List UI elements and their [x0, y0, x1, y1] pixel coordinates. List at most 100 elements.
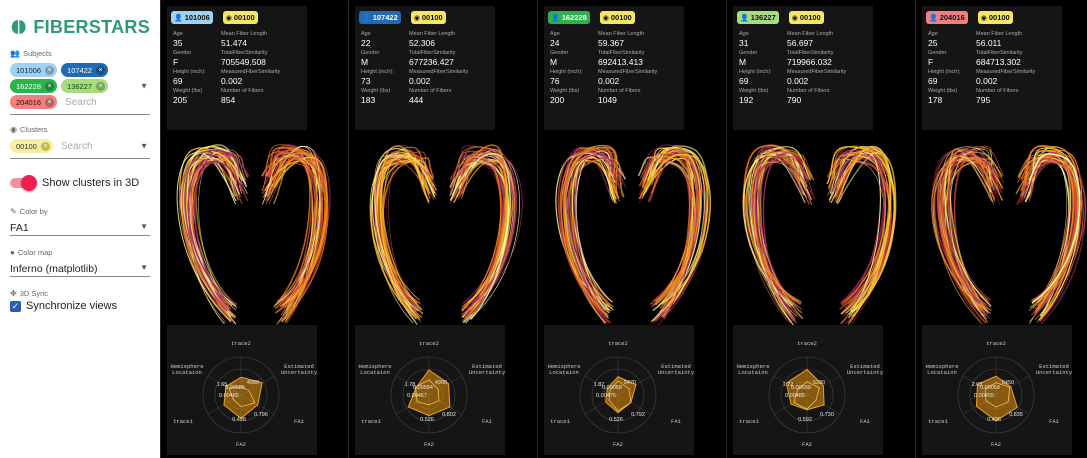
- stat-meas_sim: MeasuredFiberSimilarity 0.002: [409, 69, 493, 87]
- fiber-streamline: [271, 151, 328, 309]
- subjects-select[interactable]: 101006 × 107422 × 162228 × 136227 ×: [10, 58, 150, 115]
- stat-label: Gender: [173, 50, 192, 56]
- stat-value: 69: [173, 76, 183, 86]
- stat-value: 76: [550, 76, 560, 86]
- subject-chip-label: 107422: [67, 65, 93, 75]
- stat-value: F: [173, 57, 179, 67]
- stat-value: 0.002: [976, 76, 998, 86]
- stat-label: Mean Fiber Length: [221, 31, 268, 37]
- color-by-label: Color by: [19, 207, 48, 216]
- fiber-streamline: [181, 149, 236, 315]
- radar-axis-label: Estimated: [472, 363, 502, 370]
- stat-label: Gender: [928, 50, 947, 56]
- radar-value-label: 0.00058: [980, 385, 1000, 391]
- stat-value: 52.306: [409, 38, 435, 48]
- radar-axis-label: Uncertainty: [847, 369, 883, 376]
- remove-chip-icon[interactable]: ×: [96, 81, 106, 91]
- fiber-streamline: [934, 155, 997, 316]
- remove-chip-icon[interactable]: ×: [45, 97, 55, 107]
- stat-gender: Gender F: [173, 50, 221, 68]
- stat-label: Number of Fibers: [409, 88, 452, 94]
- radar-axis-label: Estimated: [1039, 363, 1069, 370]
- remove-chip-icon[interactable]: ×: [45, 81, 55, 91]
- subject-chip[interactable]: 107422 ×: [61, 63, 109, 77]
- sync-check-row[interactable]: ✓ Synchronize views: [10, 300, 150, 312]
- stat-value: 51.474: [221, 38, 247, 48]
- color-by-section: ✎ Color by FA1 ▼: [10, 207, 150, 236]
- subjects-search-input[interactable]: Search: [65, 96, 97, 108]
- stat-mean_len: Mean Fiber Length 56.697: [787, 31, 871, 49]
- stat-meas_sim: MeasuredFiberSimilarity 0.002: [221, 69, 305, 87]
- radar-value-label: 4980: [247, 380, 259, 386]
- color-map-value: Inferno (matplotlib): [10, 263, 98, 275]
- clusters-search-input[interactable]: Search: [60, 140, 93, 152]
- fiber-bundle-view[interactable]: [161, 135, 348, 325]
- cluster-badge-label: 00100: [799, 13, 821, 22]
- radar-value-label: 0.00585: [225, 385, 245, 391]
- stat-num_fibers: Number of Fibers 1049: [598, 88, 682, 106]
- stat-label: Weight (lbs): [173, 88, 203, 94]
- chevron-down-icon[interactable]: ▼: [140, 222, 148, 231]
- stat-label: MeasuredFiberSimilarity: [976, 69, 1036, 75]
- sync-checkbox[interactable]: ✓: [10, 300, 21, 312]
- fiber-streamline: [268, 158, 317, 323]
- stat-meas_sim: MeasuredFiberSimilarity 0.002: [976, 69, 1060, 87]
- fiber-streamline: [1020, 145, 1074, 313]
- subject-panel[interactable]: 👤 136227 ◉ 00100 Age 31 Mean Fiber Length 56.69…: [726, 0, 914, 458]
- fiber-streamline: [267, 153, 317, 307]
- subject-chip[interactable]: 162228 ×: [10, 79, 58, 93]
- fiber-bundle-view[interactable]: [727, 135, 914, 325]
- fiber-bundle-view[interactable]: [349, 135, 536, 325]
- show-3d-toggle[interactable]: [10, 175, 37, 191]
- stat-value: 790: [787, 95, 802, 105]
- subject-chip[interactable]: 136227 ×: [61, 79, 109, 93]
- fiber-streamline: [642, 153, 712, 307]
- toggle-knob[interactable]: [21, 175, 37, 191]
- radar-value-label: 0.592: [798, 417, 812, 423]
- chevron-down-icon[interactable]: ▼: [140, 263, 148, 272]
- fiber-streamline: [184, 149, 250, 312]
- fiber-streamline: [749, 156, 804, 316]
- color-by-select[interactable]: FA1 ▼: [10, 218, 150, 236]
- brain-icon: ◉: [602, 14, 609, 22]
- stat-value: 854: [221, 95, 236, 105]
- radar-value-label: 0.00058: [602, 385, 622, 391]
- subject-info-card: 👤 107422 ◉ 00100 Age 22 Mean Fiber Length 52.30…: [355, 6, 495, 130]
- radar-axis-label: trace2: [986, 340, 1006, 347]
- fiber-streamline: [379, 156, 430, 307]
- subject-chip[interactable]: 204016 ×: [10, 95, 58, 109]
- remove-chip-icon[interactable]: ×: [96, 65, 106, 75]
- stat-label: Weight (lbs): [550, 88, 580, 94]
- cluster-chip[interactable]: 00100 ×: [10, 139, 53, 153]
- radar-axis-label: trace2: [797, 340, 817, 347]
- stat-label: TotalFiberSimilarity: [976, 50, 1023, 56]
- subject-stats: Age 22 Mean Fiber Length 52.306 Gender M Total…: [361, 31, 493, 106]
- subject-panel[interactable]: 👤 162228 ◉ 00100 Age 24 Mean Fiber Length 59.36…: [537, 0, 725, 458]
- stat-value: 35: [173, 38, 183, 48]
- radar-value-label: 1.78: [405, 382, 416, 388]
- color-map-select[interactable]: Inferno (matplotlib) ▼: [10, 259, 150, 277]
- remove-chip-icon[interactable]: ×: [45, 65, 55, 75]
- subject-panel[interactable]: 👤 101006 ◉ 00100 Age 35 Mean Fiber Length 51.47…: [160, 0, 348, 458]
- clusters-select[interactable]: 00100 × Search ▼: [10, 134, 150, 159]
- fiber-bundle-view[interactable]: [538, 135, 725, 325]
- fiber-bundle-view[interactable]: [916, 135, 1087, 325]
- stat-value: 200: [550, 95, 565, 105]
- fiber-streamline: [750, 150, 815, 305]
- radar-axis-label: Locataion: [360, 369, 390, 376]
- remove-chip-icon[interactable]: ×: [40, 141, 50, 151]
- stat-label: Number of Fibers: [787, 88, 830, 94]
- subject-chip[interactable]: 101006 ×: [10, 63, 58, 77]
- brain-icon: ◉: [10, 125, 17, 134]
- chevron-down-icon[interactable]: ▼: [140, 141, 148, 151]
- fiber-streamline: [370, 159, 435, 320]
- radar-value-label: 0.526: [420, 417, 434, 423]
- radar-value-label: 5450: [1002, 380, 1014, 386]
- subject-panel[interactable]: 👤 107422 ◉ 00100 Age 22 Mean Fiber Length 52.30…: [348, 0, 536, 458]
- brain-icon: ◉: [225, 14, 232, 22]
- chevron-down-icon[interactable]: ▼: [140, 81, 148, 91]
- radar-axis-label: FA1: [1049, 418, 1060, 425]
- subject-panel[interactable]: 👤 204016 ◉ 00100 Age 25 Mean Fiber Length 56.01…: [915, 0, 1087, 458]
- radar-value-label: 0.00485: [219, 393, 239, 399]
- radar-value-label: 0.498: [232, 417, 246, 423]
